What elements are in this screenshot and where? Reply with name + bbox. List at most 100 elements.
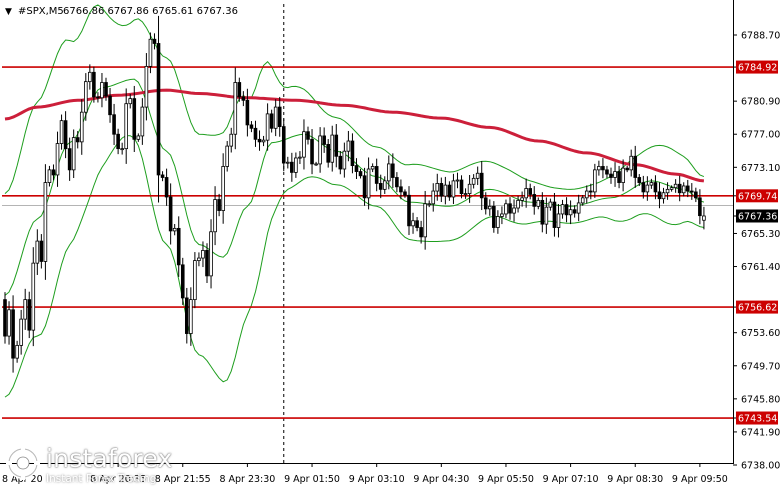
candle-body-up (189, 299, 193, 334)
candle (302, 119, 306, 170)
candle (483, 192, 488, 215)
candle-body-down (75, 137, 80, 143)
candle (580, 195, 585, 206)
candle-body-down (459, 179, 464, 194)
candle-body-up (580, 197, 585, 204)
candle-body-down (96, 96, 100, 99)
candle (51, 164, 56, 181)
candle-body-down (217, 199, 221, 211)
candle (423, 190, 427, 250)
candle-body-down (657, 191, 662, 200)
candle-body-up (536, 199, 541, 207)
candle-body-up (669, 187, 674, 190)
price-tick-label: 6765.30 (741, 229, 780, 240)
candle-body-down (205, 250, 209, 277)
candle-body-up (512, 207, 516, 214)
candle-body-up (7, 309, 11, 337)
price-tick-label: 6777.00 (741, 130, 780, 141)
candle-body-up (556, 213, 561, 228)
candle-body-up (59, 120, 64, 144)
candle-body-down (354, 165, 359, 172)
candle-body-down (51, 169, 56, 176)
candle (657, 182, 662, 209)
candle (124, 88, 129, 164)
candle-body-down (690, 190, 694, 193)
candle-body-down (27, 299, 32, 331)
candle (395, 172, 399, 193)
candle (548, 198, 553, 211)
candle (613, 162, 617, 187)
candle (132, 85, 137, 152)
candle-body-up (294, 157, 298, 173)
candle-body-down (399, 186, 403, 193)
candle-body-down (164, 177, 169, 198)
candle (508, 197, 512, 220)
current-price-label-text: 6767.36 (738, 211, 777, 222)
candle-body-up (342, 150, 347, 170)
candle-body-down (281, 126, 286, 164)
candle (399, 179, 403, 200)
candle (649, 178, 654, 189)
candle-body-down (108, 95, 112, 116)
moving-average (4, 88, 705, 183)
candle (261, 135, 266, 147)
candle-body-up (71, 137, 76, 171)
candle (593, 163, 597, 198)
candle-body-down (362, 175, 367, 199)
candle-body-up (661, 192, 666, 200)
candle (148, 32, 153, 74)
chart-symbol: #SPX,M5 (18, 6, 64, 17)
candle (75, 131, 80, 149)
candle (108, 87, 112, 123)
candle-body-up (645, 184, 650, 193)
candle-body-down (112, 114, 116, 135)
candle-body-down (277, 106, 282, 127)
candle-body-up (443, 184, 448, 197)
candle-body-up (386, 163, 391, 182)
candle-body-down (694, 191, 698, 199)
chart-menu-arrow-icon[interactable]: ▼ (5, 7, 12, 17)
candle (217, 193, 221, 217)
candle (431, 183, 436, 212)
candle-body-down (184, 297, 189, 334)
candle (338, 151, 343, 175)
candle-body-down (156, 43, 161, 176)
candle (524, 178, 528, 208)
candle-body-up (597, 166, 601, 171)
candle (209, 219, 213, 289)
time-tick-label: 8 Apr 21:55 (155, 474, 211, 485)
candle-body-up (584, 190, 589, 199)
candle (673, 179, 678, 193)
candle-body-up (629, 155, 633, 171)
candle (382, 176, 387, 194)
candle (366, 157, 371, 210)
candle (471, 174, 476, 189)
candle (140, 98, 145, 145)
bollinger-upper-band (4, 4, 705, 194)
candle (281, 118, 286, 172)
candle-body-down (403, 191, 407, 196)
candle-body-down (253, 127, 258, 140)
candle-body-down (415, 220, 419, 228)
candle (294, 152, 298, 178)
candle-body-down (391, 163, 395, 178)
candle (342, 142, 347, 178)
candle (334, 124, 339, 168)
candle (23, 288, 27, 330)
candle-body-up (88, 71, 92, 83)
candle (35, 229, 40, 275)
time-tick-label: 8 Apr 20:35 (90, 474, 146, 485)
candle-body-down (641, 182, 646, 193)
candle-body-down (237, 82, 242, 98)
candle (411, 212, 415, 234)
candle (681, 182, 686, 197)
candle (7, 301, 11, 345)
candle (702, 206, 706, 230)
candle (605, 165, 609, 179)
candle-body-up (593, 169, 597, 193)
candle-body-down (698, 197, 702, 217)
candle-body-up (273, 106, 278, 129)
candle (326, 139, 330, 168)
